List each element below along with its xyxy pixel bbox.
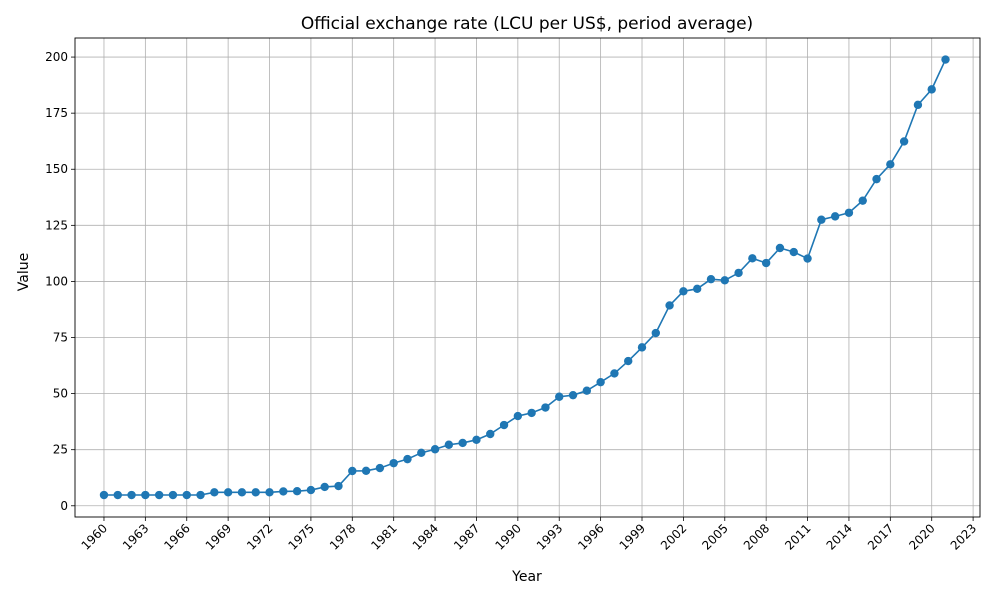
data-point bbox=[775, 243, 785, 253]
data-point bbox=[706, 274, 716, 284]
data-point bbox=[444, 440, 454, 449]
data-point bbox=[679, 287, 688, 296]
data-point bbox=[637, 343, 647, 352]
data-point bbox=[127, 490, 136, 500]
data-point bbox=[210, 488, 219, 497]
data-point bbox=[430, 445, 440, 454]
data-point bbox=[899, 137, 909, 146]
y-tick-label: 25 bbox=[53, 443, 68, 457]
data-point bbox=[154, 490, 164, 500]
plot-area-frame bbox=[74, 37, 981, 518]
data-point bbox=[610, 369, 619, 378]
data-point bbox=[789, 247, 798, 257]
y-tick-label: 125 bbox=[45, 218, 68, 232]
data-point bbox=[720, 276, 729, 285]
data-point bbox=[182, 490, 191, 500]
data-point bbox=[582, 386, 592, 395]
data-point bbox=[596, 377, 605, 387]
data-point bbox=[541, 403, 550, 412]
data-point bbox=[858, 196, 867, 205]
data-point bbox=[927, 85, 936, 94]
data-point bbox=[817, 215, 826, 224]
data-point bbox=[417, 448, 426, 458]
data-point bbox=[624, 356, 633, 366]
data-point bbox=[803, 254, 812, 263]
y-tick-label: 100 bbox=[45, 274, 68, 288]
data-point bbox=[320, 482, 329, 492]
chart-title: Official exchange rate (LCU per US$, per… bbox=[301, 14, 753, 34]
y-tick-label: 150 bbox=[45, 162, 68, 176]
data-point bbox=[651, 328, 661, 338]
data-point bbox=[748, 254, 757, 263]
data-series bbox=[99, 55, 950, 500]
y-axis-ticks: 0 25 50 75 100 125 150 175 200 bbox=[45, 50, 75, 513]
data-point bbox=[458, 438, 467, 448]
data-point bbox=[913, 100, 923, 110]
data-point bbox=[941, 55, 950, 64]
data-point bbox=[141, 490, 150, 500]
grid-lines bbox=[75, 38, 980, 517]
data-point bbox=[692, 284, 702, 294]
data-point bbox=[761, 258, 771, 268]
data-point bbox=[555, 392, 564, 401]
data-point bbox=[527, 408, 536, 418]
y-tick-label: 175 bbox=[45, 106, 68, 120]
data-point bbox=[168, 490, 178, 500]
data-point bbox=[223, 488, 233, 497]
data-point bbox=[251, 488, 260, 497]
data-point bbox=[237, 488, 247, 497]
data-point bbox=[844, 208, 854, 217]
y-tick-label: 75 bbox=[53, 331, 68, 345]
data-point bbox=[375, 463, 385, 473]
data-point bbox=[196, 490, 205, 500]
data-point bbox=[513, 411, 523, 421]
data-point bbox=[361, 466, 371, 475]
y-tick-label: 50 bbox=[53, 387, 68, 401]
data-point bbox=[279, 487, 288, 496]
data-point bbox=[568, 390, 578, 400]
data-point bbox=[872, 174, 881, 184]
data-point bbox=[99, 490, 109, 500]
data-point bbox=[499, 420, 509, 430]
x-axis-label: Year bbox=[511, 569, 542, 585]
data-point bbox=[486, 429, 495, 439]
data-point bbox=[886, 160, 895, 169]
data-point bbox=[292, 486, 302, 496]
data-point bbox=[389, 458, 398, 468]
data-point bbox=[665, 301, 674, 310]
data-point bbox=[830, 212, 840, 221]
data-point bbox=[113, 490, 122, 500]
y-axis-label: Value bbox=[16, 253, 32, 291]
y-tick-label: 200 bbox=[45, 50, 68, 64]
data-point bbox=[403, 454, 412, 464]
y-tick-label: 0 bbox=[60, 499, 68, 513]
data-point bbox=[472, 435, 481, 445]
data-point bbox=[348, 466, 357, 476]
data-point bbox=[734, 268, 743, 278]
data-point bbox=[334, 481, 343, 491]
data-point bbox=[306, 485, 316, 495]
data-point bbox=[265, 488, 274, 497]
